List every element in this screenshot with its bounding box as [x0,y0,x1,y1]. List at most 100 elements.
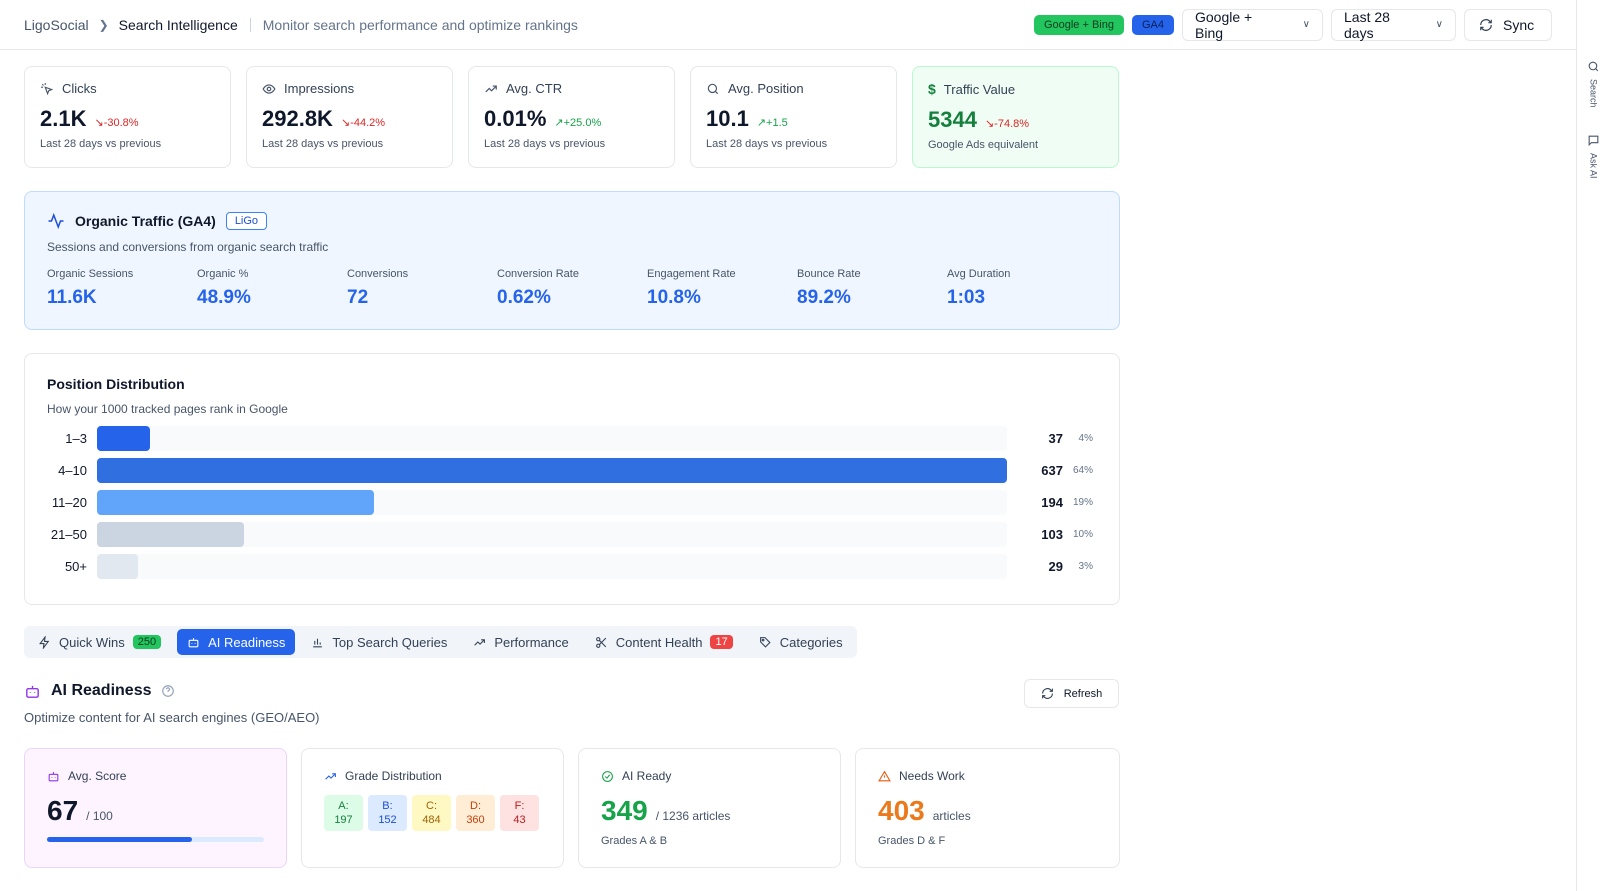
kpi-label: Impressions [284,81,355,96]
organic-traffic-panel: Organic Traffic (GA4) LiGo Sessions and … [24,191,1120,330]
trending-up-icon [474,638,486,646]
organic-metric: Avg Duration 1:03 [947,268,1097,309]
ai-readiness-subtitle: Optimize content for AI search engines (… [24,710,320,725]
trending-up-icon [485,85,497,92]
distribution-row: 50+ 29 3% [47,550,1097,582]
bot-icon [48,771,59,781]
organic-subtitle: Sessions and conversions from organic se… [47,240,329,254]
tab-label: Performance [494,634,569,650]
bot-icon [26,685,39,698]
kpi-card-traffic-value: $ Traffic Value 5344 ↘-74.8% Google Ads … [912,66,1119,168]
tag-icon [759,636,771,648]
tab-top-search-queries[interactable]: Top Search Queries [301,629,457,655]
search-icon [1588,61,1599,72]
tab-count-badge: 17 [710,635,733,649]
distribution-bar [97,553,139,579]
distribution-track [97,457,1007,483]
distribution-track [97,489,1007,515]
metric-value: 72 [347,287,369,308]
metric-label: Conversion Rate [497,268,579,280]
kpi-label: Avg. Position [728,81,804,96]
metric-label: Organic % [197,268,249,280]
breadcrumb-home[interactable]: LigoSocial [24,16,89,33]
grade-count: 360 [466,814,485,826]
card-label: Grade Distribution [345,769,442,783]
metric-label: Bounce Rate [797,268,861,280]
refresh-button[interactable]: Refresh [1024,679,1119,708]
grade-count: 484 [422,814,441,826]
distribution-row: 4–10 637 64% [47,454,1097,486]
header-controls: Google + Bing GA4 Google + Bing ∨ Last 2… [1033,8,1552,41]
tab-ai-readiness[interactable]: AI Readiness [177,629,296,655]
distribution-row: 11–20 194 19% [47,486,1097,518]
sync-button[interactable]: Sync [1464,8,1552,41]
kpi-delta: ↘-30.8% [94,117,139,129]
grade-count: 197 [334,814,353,826]
distribution-label: 11–20 [51,494,87,510]
ligo-badge[interactable]: LiGo [225,212,268,230]
kpi-value: 10.1 [706,106,749,131]
kpi-foot: Last 28 days vs previous [40,138,162,150]
rail-search[interactable]: Search [1577,60,1609,108]
distribution-count: 194 [1041,494,1063,510]
rail-search-label: Search [1588,79,1599,108]
distribution-count: 637 [1041,462,1063,478]
date-range-value: Last 28 days [1344,8,1390,41]
distribution-track [97,521,1007,547]
metric-label: Avg Duration [947,268,1011,280]
card-label: Needs Work [899,769,965,783]
kpi-card-ctr: Avg. CTR 0.01% ↗+25.0% Last 28 days vs p… [468,66,675,168]
distribution-percent: 10% [1072,528,1093,540]
ga4-pill: GA4 [1131,14,1174,35]
kpi-value: 292.8K [262,106,333,131]
kpi-delta: ↗+1.5 [756,117,788,129]
tab-quick-wins[interactable]: Quick Wins 250 [28,629,171,655]
breadcrumb-separator-icon: ❯ [98,17,109,32]
kpi-delta: ↘-74.8% [984,118,1030,130]
chevron-down-icon: ∨ [1435,19,1443,30]
page-title: Search Intelligence [118,16,238,33]
metric-value: 89.2% [797,287,851,308]
rail-ask-ai[interactable]: Ask AI [1577,134,1609,179]
date-range-select[interactable]: Last 28 days ∨ [1331,8,1456,41]
kpi-label: Avg. CTR [506,81,563,96]
distribution-percent: 4% [1078,432,1093,444]
source-pill: Google + Bing [1033,14,1124,35]
grade-badge: A: 197 [324,795,363,831]
card-label: AI Ready [622,769,672,783]
dollar-icon: $ [928,81,936,97]
metric-value: 10.8% [647,287,701,308]
avg-score-unit: / 100 [86,809,113,823]
check-circle-icon [602,770,613,782]
grade-count: 43 [513,814,526,826]
tab-label: AI Readiness [208,634,286,650]
distribution-percent: 3% [1078,560,1093,572]
tab-categories[interactable]: Categories [749,629,853,655]
engine-select-value: Google + Bing [1195,8,1253,41]
kpi-label: Traffic Value [943,81,1016,97]
engine-select[interactable]: Google + Bing ∨ [1182,8,1323,41]
kpi-delta-value: -74.8% [994,118,1030,130]
kpi-delta-value: -30.8% [103,117,139,129]
grade-badge: D: 360 [456,795,495,831]
organic-metric: Engagement Rate 10.8% [647,268,797,309]
distribution-count: 103 [1041,526,1063,542]
metric-value: 1:03 [947,287,986,308]
help-circle-icon[interactable] [161,684,175,698]
chevron-down-icon: ∨ [1302,19,1310,30]
distribution-count: 37 [1048,430,1063,446]
zap-icon [39,635,50,649]
kpi-value: 5344 [928,107,977,132]
organic-metric: Bounce Rate 89.2% [797,268,947,309]
ai-ready-unit: / 1236 articles [655,809,731,823]
tab-content-health[interactable]: Content Health 17 [585,629,743,655]
avg-score-value: 67 [47,795,79,826]
distribution-row: 1–3 37 4% [47,422,1097,454]
card-label: Avg. Score [68,769,127,783]
metric-label: Conversions [347,268,409,280]
refresh-label: Refresh [1063,687,1103,700]
tab-performance[interactable]: Performance [463,629,578,655]
kpi-delta-value: +25.0% [563,117,602,129]
position-distribution-rows: 1–3 37 4% 4–10 637 64% 11–20 194 19% 21–50 103 10% 5… [47,422,1097,582]
distribution-label: 21–50 [50,526,87,542]
